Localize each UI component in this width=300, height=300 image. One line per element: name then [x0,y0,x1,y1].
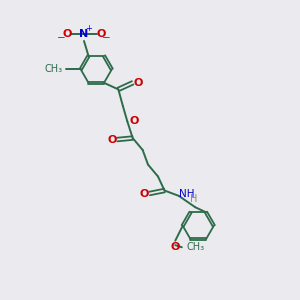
Text: O: O [97,29,106,39]
Text: N: N [80,29,88,39]
Text: CH₃: CH₃ [44,64,62,74]
Text: +: + [85,24,92,33]
Text: O: O [133,78,142,88]
Text: O: O [62,29,71,39]
Text: O: O [171,242,180,252]
Text: H: H [190,194,197,205]
Text: O: O [130,116,139,126]
Text: −: − [102,33,111,43]
Text: −: − [57,33,65,43]
Text: O: O [107,135,117,145]
Text: NH: NH [179,189,195,200]
Text: O: O [140,188,149,199]
Text: CH₃: CH₃ [186,242,204,252]
